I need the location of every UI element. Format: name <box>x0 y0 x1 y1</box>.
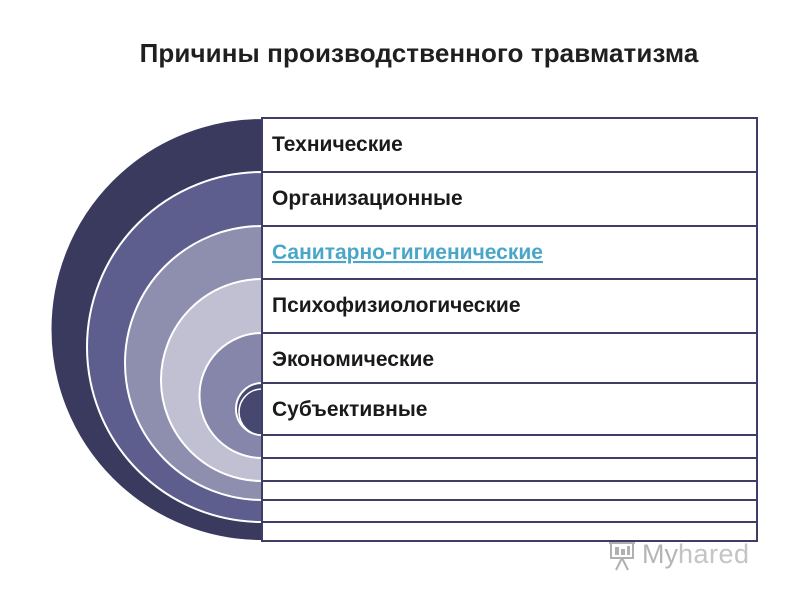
watermark-prefix: My <box>642 539 678 569</box>
arc-rings <box>49 116 263 543</box>
ring-core <box>238 388 263 436</box>
watermark: Myhared <box>606 537 786 577</box>
category-label-3[interactable]: Санитарно-гигиенические <box>272 241 543 264</box>
band-3 <box>261 225 758 280</box>
band-6 <box>261 382 758 436</box>
slide-title: Причины производственного травматизма <box>139 38 699 68</box>
category-label-2: Организационные <box>272 187 463 210</box>
watermark-text: Myhared <box>642 539 750 570</box>
watermark-suffix: hared <box>678 539 750 569</box>
title-area: Причины производственного травматизма <box>0 0 800 100</box>
band-lower-1 <box>261 434 758 459</box>
band-5 <box>261 332 758 384</box>
band-1 <box>261 117 758 173</box>
band-lower-2 <box>261 457 758 482</box>
category-label-6: Субъективные <box>272 398 427 421</box>
band-lower-4 <box>261 499 758 523</box>
category-bands <box>261 117 758 542</box>
category-label-4: Психофизиологические <box>272 294 521 317</box>
presentation-board-icon <box>609 542 635 571</box>
category-label-5: Экономические <box>272 348 434 371</box>
category-label-1: Технические <box>272 133 403 156</box>
category-labels: Технические Организационные Санитарно-гиги… <box>272 133 543 421</box>
band-lower-3 <box>261 480 758 501</box>
band-lower-5 <box>261 521 758 542</box>
